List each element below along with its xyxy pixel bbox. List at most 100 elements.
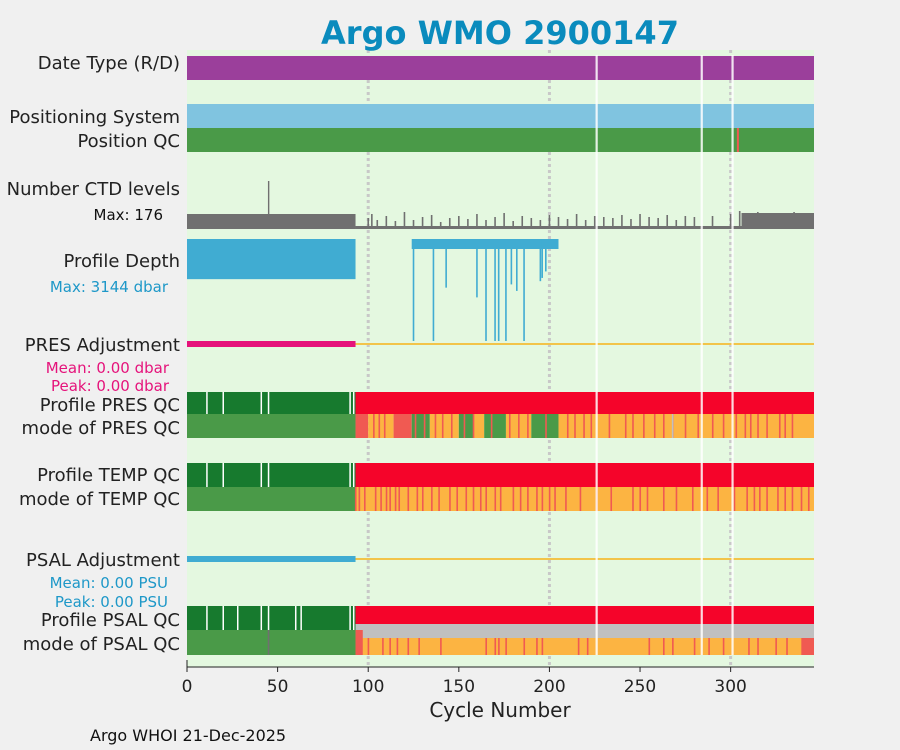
ctd-level-cycle-240 [621, 215, 623, 226]
position-qc-flag-304 [736, 128, 739, 152]
mode-temp-qc-tick-250 [639, 487, 642, 511]
date-type-bar [187, 56, 814, 80]
mode-pres-qc-tick-327 [778, 414, 781, 438]
ctd-level-cycle-210 [566, 219, 569, 226]
mode-pres-qc-tick-146 [450, 414, 453, 438]
label-profile-psal-qc: Profile PSAL QC [41, 610, 180, 631]
mode-temp-qc-tick-313 [753, 487, 756, 511]
label-ctd-levels: Number CTD levels [7, 179, 180, 200]
mode-pres-qc-tick-178 [508, 414, 511, 438]
position-qc-bar [187, 128, 814, 152]
pres-qc-gap-45 [267, 392, 270, 414]
mode-temp-qc-tick-234 [610, 487, 613, 511]
mode-temp-qc-tick-200 [548, 487, 551, 511]
mode-psal-qc-tick-268 [672, 638, 674, 655]
mode-pres-qc-seg-134 [429, 414, 459, 438]
ctd-level-cycle-180 [512, 221, 514, 226]
x-tick-label-150: 150 [443, 677, 475, 697]
depth-cycle-186 [523, 239, 525, 341]
depth-cycle-136 [432, 239, 435, 341]
mode-temp-qc-tick-203 [554, 487, 556, 511]
mode-psal-qc-early [187, 630, 356, 655]
mode-psal-qc-tick-112 [389, 638, 391, 655]
label-mode-psal-qc: mode of PSAL QC [23, 634, 180, 655]
ctd-level-cycle-115 [394, 221, 397, 226]
mode-psal-qc-tick-193 [536, 638, 538, 655]
temp-qc-gap-20 [222, 463, 224, 487]
ctd-level-cycle-215 [575, 214, 578, 226]
mode-pres-qc-tick-330 [784, 414, 787, 438]
ctd-level-cycle-200 [548, 215, 551, 226]
label-positioning-system: Positioning System [9, 107, 180, 128]
mode-pres-qc-tick-275 [684, 414, 687, 438]
mode-temp-qc-tick-122 [407, 487, 410, 511]
mode-temp-qc-tick-254 [646, 487, 649, 511]
mode-pres-qc-seg-93 [355, 414, 369, 438]
psal-qc-gap-41 [260, 606, 263, 630]
mode-pres-qc-tick-158 [472, 414, 475, 438]
mode-psal-qc-tick-310 [748, 638, 750, 655]
psal-qc-gap-90 [349, 606, 351, 630]
ctd-level-cycle-230 [602, 217, 605, 226]
profile-psal-qc-gray [355, 624, 814, 638]
mode-temp-qc-tick-279 [691, 487, 694, 511]
mode-temp-qc-tick-330 [784, 487, 787, 511]
mode-temp-qc-tick-193 [536, 487, 538, 511]
ctd-level-cycle-205 [557, 217, 560, 226]
data-bars [187, 56, 814, 655]
mode-psal-qc-tick-170 [494, 638, 497, 655]
row-labels: Date Type (R/D) Positioning System Posit… [7, 53, 180, 655]
ctd-level-cycle-145 [448, 218, 451, 226]
mode-temp-qc-tick-209 [565, 487, 567, 511]
pres-adjustment-line [187, 343, 814, 345]
mode-pres-qc-tick-282 [697, 414, 700, 438]
ctd-level-cycle-125 [412, 220, 415, 226]
mode-temp-qc-tick-135 [431, 487, 433, 511]
mode-temp-qc-tick-170 [494, 487, 497, 511]
mode-temp-qc-tick-130 [421, 487, 424, 511]
profile-psal-qc-early [187, 606, 356, 630]
ctd-level-cycle-190 [530, 218, 533, 226]
psal-qc-gap-11 [206, 606, 208, 630]
psal-qc-gap-63 [300, 606, 302, 630]
mode-pres-qc-tick-242 [624, 414, 627, 438]
ctd-level-cycle-305 [738, 211, 741, 226]
mode-pres-qc-tick-198 [545, 414, 547, 438]
grid-lines [366, 50, 733, 667]
ctd-level-cycle-140 [439, 222, 442, 226]
temp-qc-gap-41 [260, 463, 263, 487]
mode-pres-qc-tick-311 [749, 414, 752, 438]
mode-pres-qc-tick-183 [518, 414, 520, 438]
mode-pres-qc-tick-116 [396, 414, 399, 438]
x-axis-label: Cycle Number [429, 698, 571, 722]
ctd-level-cycle-245 [630, 219, 632, 226]
mode-psal-qc-tick-255 [648, 638, 651, 655]
mode-pres-qc-early [187, 414, 356, 438]
profile-pres-qc-early [187, 392, 356, 414]
mode-psal-qc-end-red [801, 638, 814, 655]
depth-cycle-198 [545, 239, 547, 272]
psal-qc-gap-28 [236, 606, 239, 630]
mode-temp-qc-tick-302 [733, 487, 736, 511]
ctd-level-cycle-265 [666, 215, 669, 226]
x-tick-label-200: 200 [533, 677, 565, 697]
missing-cycle-226 [595, 55, 598, 655]
mode-pres-qc-seg-124 [411, 414, 430, 438]
mode-pres-qc-tick-219 [583, 414, 585, 438]
mode-temp-qc-tick-309 [746, 487, 748, 511]
mode-temp-qc-tick-180 [512, 487, 515, 511]
label-mode-temp-qc: mode of TEMP QC [19, 489, 180, 510]
mode-pres-qc-seg-150 [458, 414, 474, 438]
psal-qc-gap-45 [267, 606, 270, 630]
ctd-level-cycle-235 [612, 218, 614, 226]
mode-psal-qc-tick-288 [708, 638, 710, 655]
mode-temp-qc-tick-98 [363, 487, 366, 511]
missing-cycle-284 [700, 55, 703, 655]
mode-temp-qc-tick-165 [485, 487, 488, 511]
mode-temp-qc-tick-316 [759, 487, 761, 511]
ctd-level-cycle-255 [648, 217, 650, 226]
mode-temp-qc-tick-93 [354, 487, 357, 511]
gray-marker-268a [671, 414, 674, 438]
depth-max-note: Max: 3144 dbar [50, 278, 169, 296]
depth-cycle-172 [497, 239, 500, 341]
